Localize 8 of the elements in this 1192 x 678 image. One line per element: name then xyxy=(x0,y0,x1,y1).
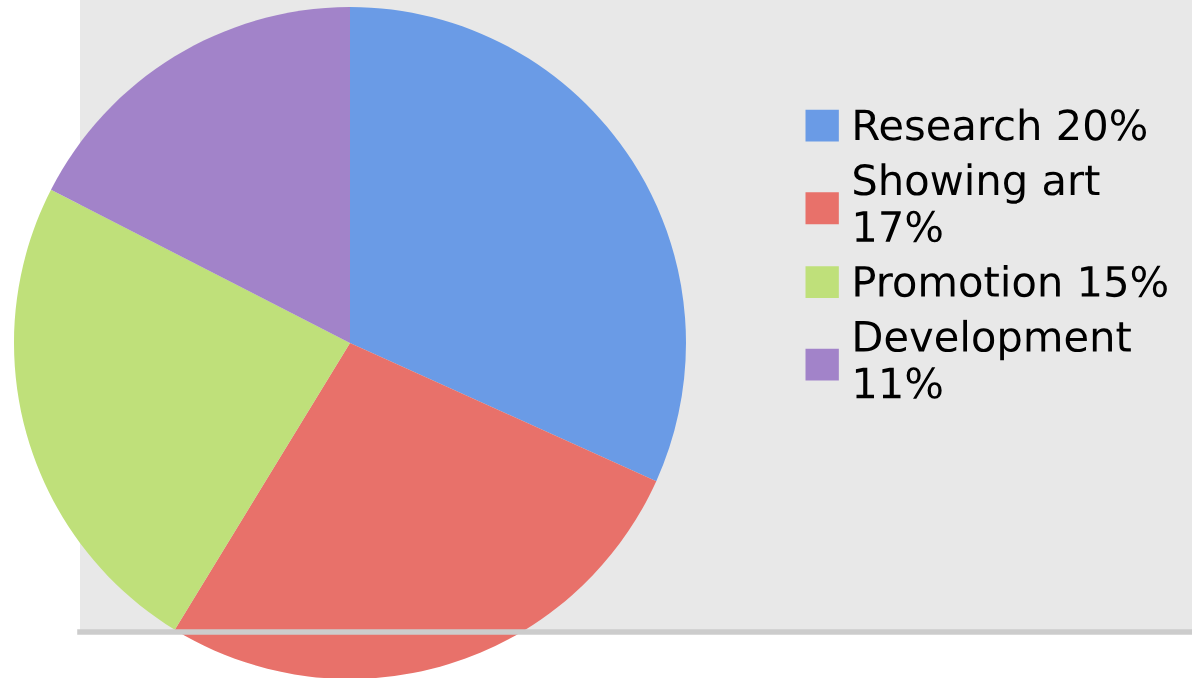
legend-label: Showing art 17% xyxy=(854,163,1100,243)
pie-slice xyxy=(14,189,350,630)
legend-label: Development 11% xyxy=(855,319,1131,399)
pie-slice xyxy=(350,7,686,482)
legend-label: Promotion 15% xyxy=(855,264,1167,298)
pie-slice xyxy=(51,7,350,343)
legend-label: Research 20% xyxy=(855,108,1146,141)
pie-slice xyxy=(174,343,657,678)
